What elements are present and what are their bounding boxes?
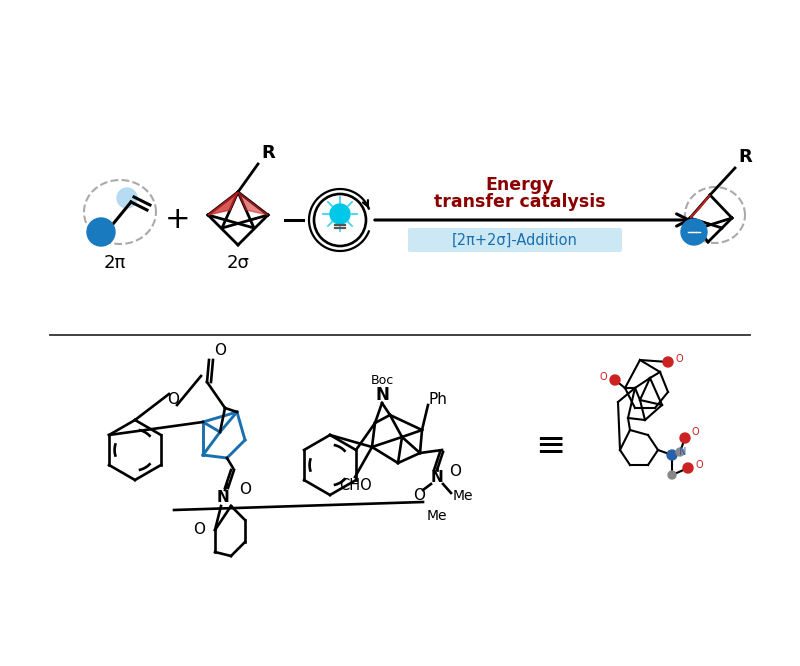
Text: R: R bbox=[738, 148, 752, 166]
Text: [2π+2σ]-Addition: [2π+2σ]-Addition bbox=[452, 232, 578, 248]
Text: O: O bbox=[167, 392, 179, 408]
Circle shape bbox=[330, 204, 350, 224]
Text: O: O bbox=[193, 523, 205, 537]
Text: +: + bbox=[165, 206, 191, 234]
Circle shape bbox=[610, 375, 620, 385]
Text: O: O bbox=[695, 460, 702, 470]
Text: ≡: ≡ bbox=[535, 428, 565, 462]
Circle shape bbox=[683, 463, 693, 473]
Polygon shape bbox=[690, 195, 710, 218]
Text: O: O bbox=[692, 427, 700, 437]
FancyBboxPatch shape bbox=[408, 228, 622, 252]
Text: transfer catalysis: transfer catalysis bbox=[434, 193, 606, 211]
Text: Me: Me bbox=[453, 489, 474, 503]
Text: R: R bbox=[261, 144, 274, 162]
Polygon shape bbox=[208, 192, 238, 215]
Text: O: O bbox=[214, 343, 226, 358]
Text: N: N bbox=[217, 490, 230, 505]
Polygon shape bbox=[238, 192, 268, 215]
Circle shape bbox=[314, 194, 366, 246]
Text: N: N bbox=[430, 470, 443, 486]
Circle shape bbox=[668, 471, 676, 479]
Text: O: O bbox=[239, 482, 251, 498]
Text: Boc: Boc bbox=[370, 374, 394, 388]
Text: O: O bbox=[676, 354, 684, 364]
Text: Me: Me bbox=[427, 509, 447, 523]
Text: 2π: 2π bbox=[104, 254, 126, 272]
Text: CHO: CHO bbox=[338, 478, 371, 492]
Text: Energy: Energy bbox=[486, 176, 554, 194]
Circle shape bbox=[663, 357, 673, 367]
Text: O: O bbox=[599, 372, 607, 382]
Circle shape bbox=[676, 448, 684, 456]
Circle shape bbox=[681, 219, 707, 245]
Circle shape bbox=[87, 218, 115, 246]
Circle shape bbox=[117, 188, 137, 208]
Text: O: O bbox=[449, 464, 461, 480]
Text: Ph: Ph bbox=[428, 392, 447, 408]
Circle shape bbox=[667, 450, 677, 460]
Text: 2σ: 2σ bbox=[226, 254, 250, 272]
Circle shape bbox=[680, 433, 690, 443]
Text: O: O bbox=[413, 488, 425, 503]
Text: N: N bbox=[679, 447, 686, 457]
Text: N: N bbox=[375, 386, 389, 404]
